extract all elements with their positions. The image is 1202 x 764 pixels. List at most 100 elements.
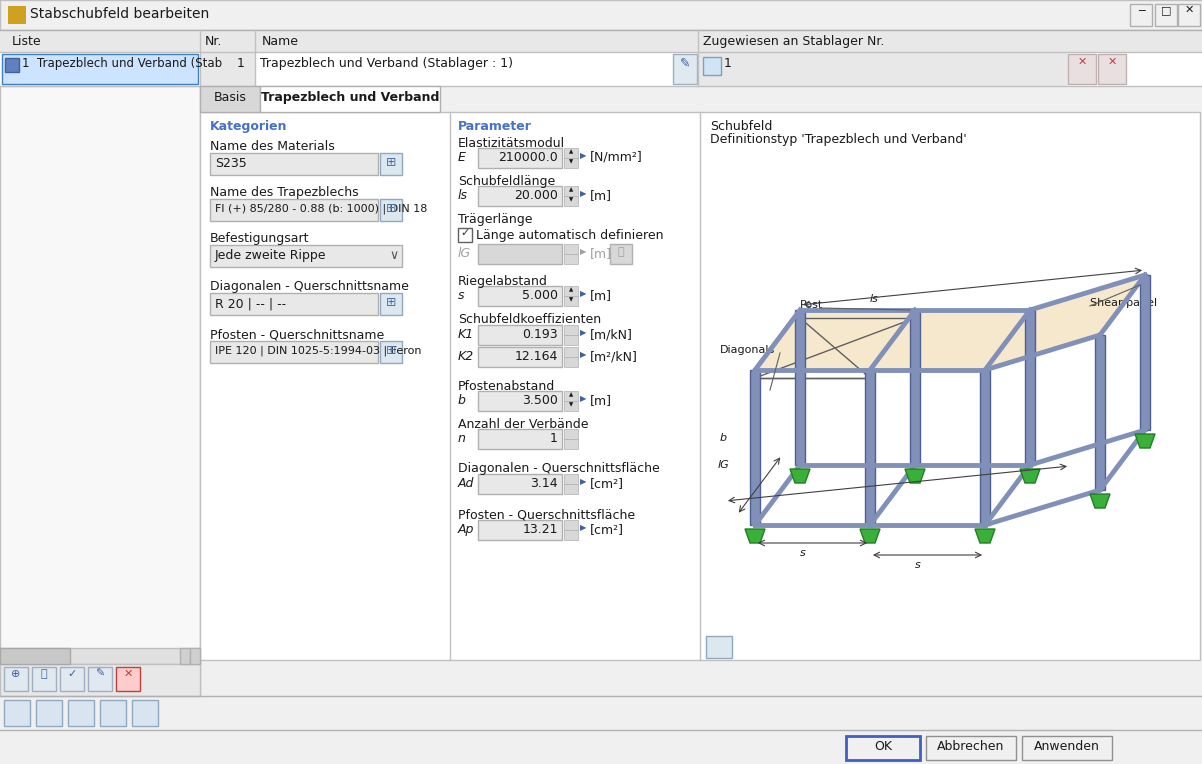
Bar: [564, 254, 578, 264]
Text: Abbrechen: Abbrechen: [938, 740, 1005, 753]
Text: ▼: ▼: [569, 297, 573, 302]
Text: [cm²]: [cm²]: [590, 523, 624, 536]
Bar: [478, 244, 563, 264]
Text: S235: S235: [215, 157, 246, 170]
Bar: [478, 520, 563, 540]
Bar: [564, 484, 578, 494]
Text: K2: K2: [458, 350, 475, 363]
Text: Diagonalen - Querschnittsname: Diagonalen - Querschnittsname: [210, 280, 409, 293]
Text: 5.000: 5.000: [522, 289, 558, 302]
Text: [cm²]: [cm²]: [590, 477, 624, 490]
Text: ▶: ▶: [581, 289, 587, 298]
Bar: [260, 86, 440, 112]
Bar: [564, 439, 578, 449]
Text: b: b: [458, 394, 466, 407]
Bar: [0, 648, 70, 664]
Text: Definitionstyp 'Trapezblech und Verband': Definitionstyp 'Trapezblech und Verband': [710, 133, 966, 146]
Bar: [564, 401, 578, 411]
Text: K1: K1: [458, 328, 475, 341]
Bar: [0, 664, 200, 696]
Bar: [100, 700, 126, 726]
Text: [m/kN]: [m/kN]: [590, 328, 633, 341]
Bar: [380, 199, 401, 221]
Text: Diagonalen - Querschnittsfläche: Diagonalen - Querschnittsfläche: [458, 462, 660, 475]
Text: Name des Trapezblechs: Name des Trapezblechs: [210, 186, 358, 199]
Text: Diagonals: Diagonals: [720, 345, 775, 355]
Text: 20.000: 20.000: [514, 189, 558, 202]
Text: ✓: ✓: [67, 669, 77, 679]
Bar: [703, 57, 721, 75]
Text: ⛓: ⛓: [618, 247, 624, 257]
Text: ▶: ▶: [581, 328, 587, 337]
Text: ✎: ✎: [95, 669, 105, 679]
Bar: [200, 52, 255, 86]
Bar: [190, 648, 200, 664]
Text: ✕: ✕: [124, 669, 132, 679]
Text: n: n: [458, 432, 466, 445]
Text: Jede zweite Rippe: Jede zweite Rippe: [215, 249, 327, 262]
Polygon shape: [1090, 494, 1109, 508]
Text: 0.193: 0.193: [523, 328, 558, 341]
Text: Nr.: Nr.: [206, 35, 222, 48]
Text: [m²/kN]: [m²/kN]: [590, 350, 638, 363]
Bar: [564, 244, 578, 254]
Bar: [564, 391, 578, 401]
Bar: [88, 667, 112, 691]
Bar: [1155, 4, 1177, 26]
Bar: [564, 335, 578, 345]
Text: b: b: [720, 433, 727, 443]
Text: Ad: Ad: [458, 477, 475, 490]
Bar: [564, 347, 578, 357]
Text: Name des Materials: Name des Materials: [210, 140, 334, 153]
Text: ▲: ▲: [569, 392, 573, 397]
Bar: [60, 667, 84, 691]
Bar: [36, 700, 63, 726]
Text: Trapezblech und Verband (Stablager : 1): Trapezblech und Verband (Stablager : 1): [260, 57, 513, 70]
Polygon shape: [745, 529, 764, 543]
Text: Pfostenabstand: Pfostenabstand: [458, 380, 555, 393]
Bar: [0, 0, 1202, 30]
Bar: [564, 530, 578, 540]
Text: ▲: ▲: [569, 287, 573, 292]
Text: 210000.0: 210000.0: [499, 151, 558, 164]
Bar: [673, 54, 697, 84]
Polygon shape: [1139, 275, 1150, 430]
Text: Post: Post: [801, 300, 823, 310]
Polygon shape: [859, 529, 880, 543]
Text: ∨: ∨: [389, 249, 399, 262]
Polygon shape: [1020, 469, 1040, 483]
Bar: [180, 648, 190, 664]
Bar: [380, 293, 401, 315]
Bar: [200, 112, 1200, 660]
Bar: [4, 667, 28, 691]
Bar: [609, 244, 632, 264]
Bar: [380, 341, 401, 363]
Text: ⊞: ⊞: [386, 156, 397, 169]
Text: s: s: [801, 548, 805, 558]
Text: Befestigungsart: Befestigungsart: [210, 232, 309, 245]
Polygon shape: [755, 310, 915, 370]
Bar: [210, 153, 377, 175]
Text: Pfosten - Querschnittsfläche: Pfosten - Querschnittsfläche: [458, 508, 635, 521]
Text: IPE 120 | DIN 1025-5:1994-03 | Feron: IPE 120 | DIN 1025-5:1994-03 | Feron: [215, 345, 422, 355]
Bar: [210, 293, 377, 315]
Text: Länge automatisch definieren: Länge automatisch definieren: [476, 229, 664, 242]
Text: ✎: ✎: [680, 57, 690, 70]
Bar: [8, 6, 26, 24]
Polygon shape: [975, 529, 995, 543]
Bar: [1097, 54, 1126, 84]
Text: ▶: ▶: [581, 247, 587, 256]
Text: 3.14: 3.14: [530, 477, 558, 490]
Text: [m]: [m]: [590, 394, 612, 407]
Text: Schubfeldlänge: Schubfeldlänge: [458, 175, 555, 188]
Text: ▼: ▼: [569, 197, 573, 202]
Polygon shape: [790, 469, 810, 483]
Bar: [478, 391, 563, 411]
Text: 12.164: 12.164: [514, 350, 558, 363]
Bar: [0, 648, 200, 664]
Text: [m]: [m]: [590, 289, 612, 302]
Text: ✕: ✕: [1107, 57, 1117, 67]
Text: R 20 | -- | --: R 20 | -- | --: [215, 297, 286, 310]
Bar: [2, 54, 198, 84]
Bar: [255, 52, 673, 86]
